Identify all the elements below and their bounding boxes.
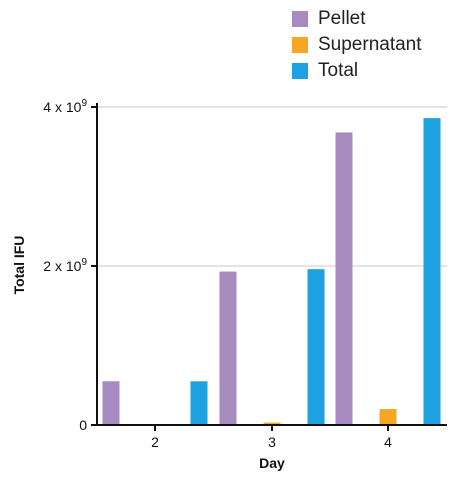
legend-label: Supernatant	[318, 34, 422, 55]
legend-item-supernatant: Supernatant	[292, 32, 422, 58]
y-tick-label: 2 x 109	[43, 257, 87, 274]
legend-swatch	[292, 37, 308, 53]
x-tick-label: 3	[268, 434, 276, 450]
x-ticks: 2 3 4	[151, 425, 392, 450]
bar-supernatant-day-3	[263, 422, 281, 425]
legend-swatch	[292, 63, 308, 79]
bar-supernatant-day-4	[379, 409, 397, 425]
x-tick-label: 2	[151, 434, 159, 450]
bar-total-day-4	[423, 118, 441, 425]
legend-label: Total	[318, 60, 359, 81]
legend-item-total: Total	[292, 58, 422, 84]
bar-total-day-2	[190, 381, 208, 425]
x-axis-title: Day	[259, 455, 285, 471]
x-tick-label: 4	[384, 434, 392, 450]
bars	[102, 118, 441, 425]
legend-label: Pellet	[318, 8, 366, 29]
bar-pellet-day-3	[219, 271, 237, 425]
y-axis-title: Total IFU	[11, 236, 27, 295]
legend-swatch	[292, 11, 308, 27]
bar-total-day-3	[307, 269, 325, 425]
legend: Pellet Supernatant Total	[292, 6, 422, 84]
legend-item-pellet: Pellet	[292, 6, 422, 32]
y-tick-label: 4 x 109	[43, 98, 87, 115]
y-tick-label: 0	[79, 417, 87, 433]
gridlines	[97, 106, 447, 267]
bar-pellet-day-2	[102, 381, 120, 425]
y-ticks: 0 2 x 109 4 x 109	[43, 98, 97, 433]
bar-pellet-day-4	[335, 132, 353, 425]
